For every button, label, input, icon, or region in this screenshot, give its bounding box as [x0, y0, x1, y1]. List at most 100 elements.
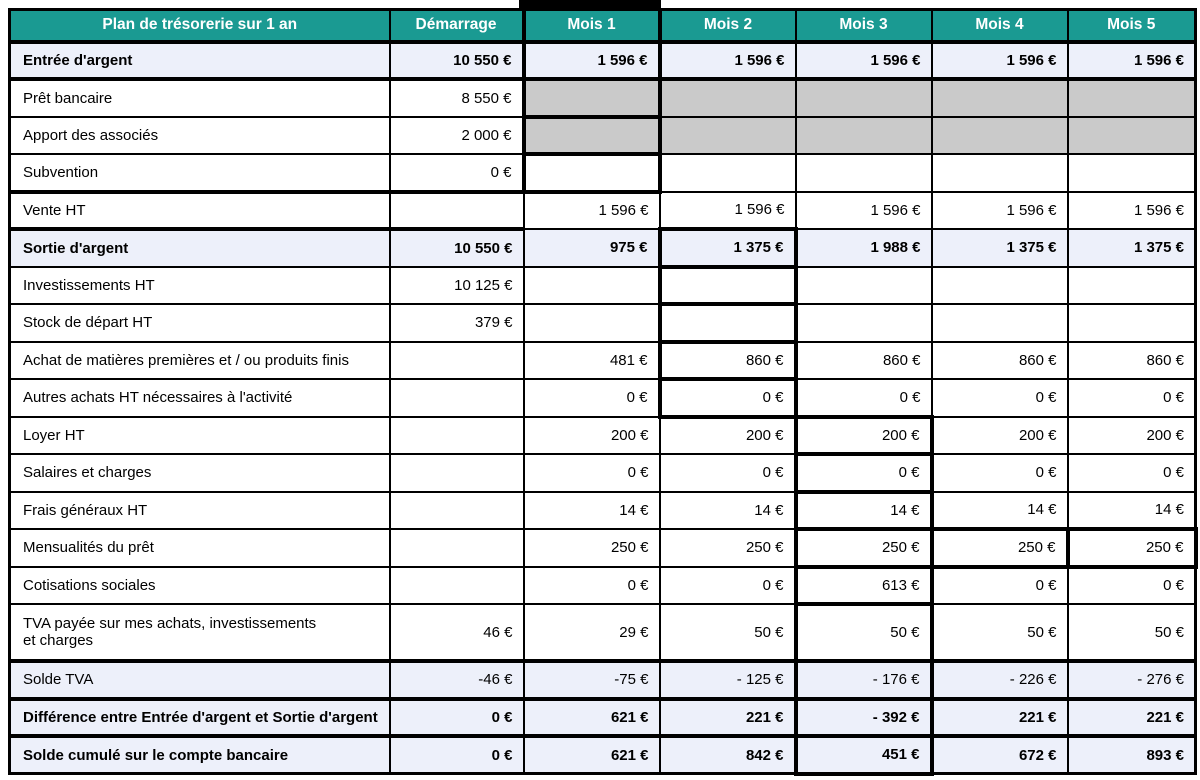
- value-cell[interactable]: 1 988 €: [794, 228, 933, 268]
- row-label[interactable]: Entrée d'argent: [8, 39, 391, 81]
- value-cell[interactable]: [930, 153, 1069, 193]
- value-cell[interactable]: 0 €: [657, 378, 798, 419]
- row-label[interactable]: Sortie d'argent: [8, 228, 391, 268]
- value-cell[interactable]: [930, 78, 1069, 118]
- row-label[interactable]: Stock de départ HT: [8, 303, 391, 343]
- value-cell[interactable]: 975 €: [522, 228, 661, 268]
- value-cell[interactable]: 200 €: [1066, 415, 1197, 455]
- value-cell[interactable]: 200 €: [522, 415, 661, 455]
- value-cell[interactable]: 8 550 €: [388, 78, 525, 118]
- value-cell[interactable]: 0 €: [930, 565, 1069, 605]
- value-cell[interactable]: 250 €: [793, 528, 934, 569]
- value-cell[interactable]: [388, 453, 525, 493]
- value-cell[interactable]: 221 €: [658, 696, 797, 737]
- value-cell[interactable]: [388, 565, 525, 605]
- value-cell[interactable]: [657, 303, 798, 344]
- value-cell[interactable]: 1 375 €: [930, 228, 1069, 268]
- value-cell[interactable]: 250 €: [929, 527, 1070, 569]
- value-cell[interactable]: 0 €: [658, 565, 797, 605]
- value-cell[interactable]: 1 596 €: [1066, 190, 1197, 230]
- value-cell[interactable]: 893 €: [1066, 734, 1197, 775]
- value-cell[interactable]: 860 €: [1066, 340, 1197, 380]
- value-cell[interactable]: 10 125 €: [388, 265, 525, 305]
- value-cell[interactable]: 0 €: [388, 153, 525, 193]
- value-cell[interactable]: - 276 €: [1066, 659, 1197, 700]
- value-cell[interactable]: [1066, 153, 1197, 193]
- row-label[interactable]: Solde cumulé sur le compte bancaire: [8, 734, 391, 775]
- value-cell[interactable]: 1 596 €: [930, 190, 1069, 230]
- value-cell[interactable]: [388, 415, 525, 455]
- value-cell[interactable]: 0 €: [522, 565, 661, 605]
- value-cell[interactable]: 0 €: [658, 453, 797, 493]
- value-cell[interactable]: - 125 €: [658, 659, 797, 700]
- value-cell[interactable]: [794, 78, 933, 118]
- value-cell[interactable]: 0 €: [1066, 565, 1197, 605]
- value-cell[interactable]: - 392 €: [793, 696, 934, 738]
- value-cell[interactable]: 0 €: [522, 378, 661, 418]
- row-label[interactable]: Vente HT: [8, 189, 391, 231]
- value-cell[interactable]: 250 €: [658, 528, 797, 568]
- row-label[interactable]: Achat de matières premières et / ou prod…: [8, 340, 391, 380]
- value-cell[interactable]: 0 €: [388, 734, 525, 775]
- value-cell[interactable]: 481 €: [522, 340, 661, 380]
- value-cell[interactable]: [794, 303, 933, 343]
- value-cell[interactable]: 14 €: [1066, 490, 1197, 530]
- value-cell[interactable]: [794, 265, 933, 305]
- value-cell[interactable]: 0 €: [794, 378, 933, 418]
- row-label[interactable]: Différence entre Entrée d'argent et Sort…: [8, 696, 391, 737]
- value-cell[interactable]: [521, 78, 662, 119]
- value-cell[interactable]: 621 €: [522, 734, 661, 775]
- value-cell[interactable]: 250 €: [522, 528, 661, 568]
- value-cell[interactable]: 451 €: [793, 734, 934, 776]
- value-cell[interactable]: [388, 189, 525, 231]
- column-header-mois-5[interactable]: Mois 5: [1066, 8, 1197, 43]
- value-cell[interactable]: 29 €: [522, 603, 661, 662]
- value-cell[interactable]: 14 €: [793, 490, 934, 531]
- value-cell[interactable]: [522, 265, 661, 305]
- value-cell[interactable]: [521, 115, 662, 156]
- row-label[interactable]: Subvention: [8, 153, 391, 193]
- value-cell[interactable]: [388, 378, 525, 418]
- value-cell[interactable]: 0 €: [522, 453, 661, 493]
- value-cell[interactable]: 0 €: [1066, 378, 1197, 418]
- value-cell[interactable]: [1066, 303, 1197, 343]
- row-label[interactable]: Solde TVA: [8, 659, 391, 700]
- value-cell[interactable]: [1066, 115, 1197, 155]
- column-header-demarrage[interactable]: Démarrage: [388, 8, 525, 43]
- value-cell[interactable]: 2 000 €: [388, 115, 525, 155]
- value-cell[interactable]: 14 €: [658, 490, 797, 530]
- column-header-mois-1[interactable]: Mois 1: [521, 8, 662, 43]
- value-cell[interactable]: 0 €: [930, 378, 1069, 418]
- value-cell[interactable]: 0 €: [388, 696, 525, 737]
- row-label[interactable]: Salaires et charges: [8, 453, 391, 493]
- value-cell[interactable]: 1 375 €: [1066, 228, 1197, 268]
- value-cell[interactable]: [658, 78, 797, 118]
- value-cell[interactable]: 14 €: [522, 490, 661, 530]
- value-cell[interactable]: 860 €: [930, 340, 1069, 380]
- value-cell[interactable]: [657, 265, 798, 306]
- value-cell[interactable]: 842 €: [658, 734, 797, 775]
- value-cell[interactable]: [658, 153, 797, 193]
- value-cell[interactable]: 200 €: [793, 414, 934, 456]
- value-cell[interactable]: 1 596 €: [794, 190, 933, 230]
- value-cell[interactable]: 50 €: [793, 603, 934, 663]
- value-cell[interactable]: 200 €: [930, 415, 1069, 455]
- value-cell[interactable]: [522, 303, 661, 343]
- row-label[interactable]: TVA payée sur mes achats, investissement…: [8, 603, 391, 662]
- value-cell[interactable]: 221 €: [930, 696, 1069, 737]
- value-cell[interactable]: 50 €: [930, 603, 1069, 662]
- value-cell[interactable]: 250 €: [1066, 527, 1198, 569]
- value-cell[interactable]: 50 €: [658, 603, 797, 662]
- value-cell[interactable]: 1 596 €: [521, 39, 662, 81]
- value-cell[interactable]: [388, 490, 525, 530]
- value-cell[interactable]: 200 €: [658, 415, 797, 455]
- value-cell[interactable]: 1 596 €: [522, 190, 661, 230]
- value-cell[interactable]: -75 €: [522, 659, 661, 700]
- value-cell[interactable]: [1066, 78, 1197, 118]
- column-header-mois-3[interactable]: Mois 3: [794, 8, 933, 43]
- value-cell[interactable]: 860 €: [794, 340, 933, 380]
- row-label[interactable]: Prêt bancaire: [8, 78, 391, 118]
- row-label[interactable]: Cotisations sociales: [8, 565, 391, 605]
- value-cell[interactable]: [930, 303, 1069, 343]
- value-cell[interactable]: 1 375 €: [657, 227, 798, 269]
